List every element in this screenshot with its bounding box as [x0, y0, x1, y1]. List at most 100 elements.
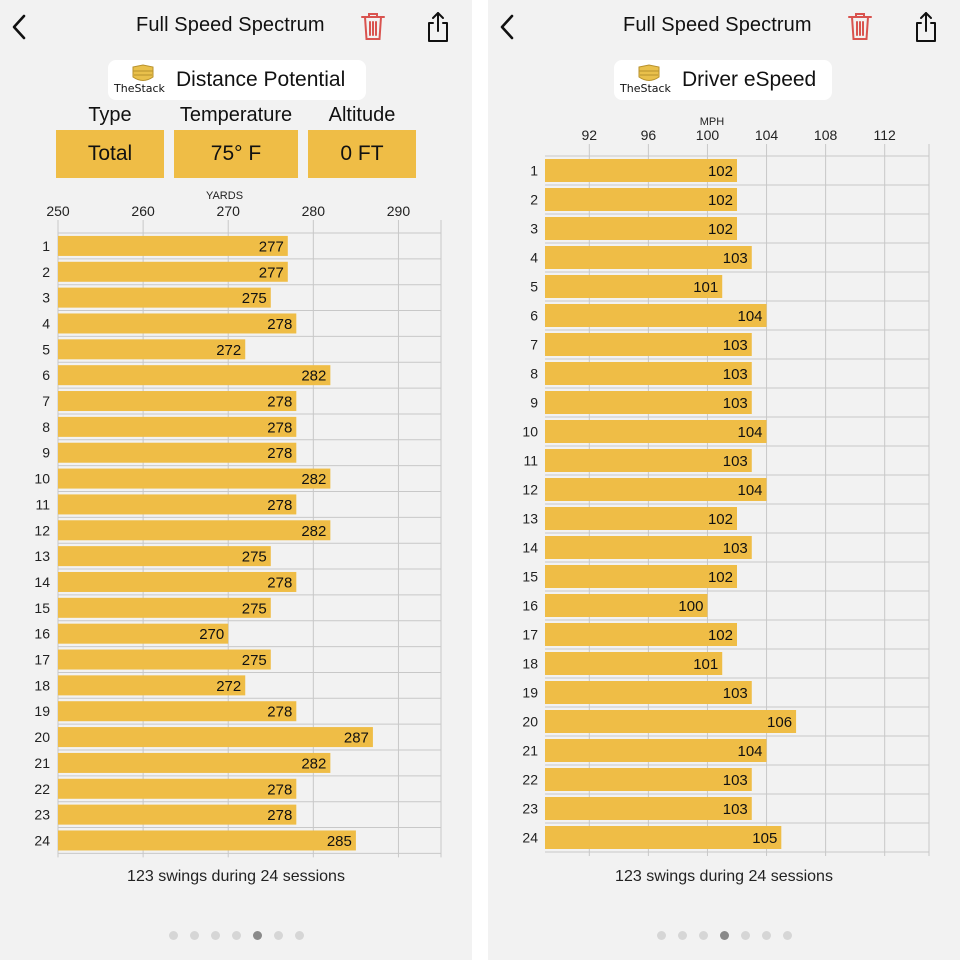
trash-icon[interactable]: [360, 10, 386, 42]
page-dot[interactable]: [740, 931, 750, 940]
chevron-left-icon[interactable]: [8, 10, 30, 44]
page-dot[interactable]: [782, 931, 792, 940]
chart-header: TheStack Distance Potential: [108, 60, 366, 100]
nav-header: Full Speed Spectrum: [0, 0, 472, 56]
category-label: 11: [35, 496, 50, 512]
driver-espeed-screen: Full Speed Spectrum: [488, 0, 960, 960]
page-dot[interactable]: [719, 931, 729, 940]
page-dot[interactable]: [294, 931, 304, 940]
data-label: 282: [301, 368, 326, 385]
distance-bar-chart: YARDS 250 260 270 280 290 1 277 2 277 3 275 4 278 5 272…: [34, 190, 442, 858]
bar: [58, 752, 331, 773]
bar: [58, 261, 288, 282]
data-label: 272: [216, 342, 241, 359]
bar: [58, 468, 331, 489]
x-tick-label: 250: [46, 203, 70, 219]
category-label: 3: [42, 290, 50, 306]
bar: [58, 235, 288, 256]
category-label: 15: [34, 600, 50, 616]
thestack-logo: TheStack: [114, 62, 174, 98]
bar: [545, 304, 767, 327]
category-label: 22: [522, 772, 538, 788]
bar: [58, 365, 331, 386]
page-dot[interactable]: [761, 931, 771, 940]
bar: [545, 565, 737, 588]
bar: [545, 739, 767, 762]
share-icon[interactable]: [913, 10, 939, 44]
data-label: 101: [693, 279, 718, 296]
share-icon[interactable]: [425, 10, 451, 44]
category-label: 16: [522, 598, 538, 614]
trash-icon[interactable]: [847, 10, 873, 42]
category-label: 24: [522, 830, 538, 846]
page-dot[interactable]: [168, 931, 178, 940]
category-label: 8: [42, 419, 50, 435]
nav-title: Full Speed Spectrum: [136, 14, 325, 36]
category-label: 1: [530, 163, 538, 179]
data-label: 278: [267, 574, 292, 591]
x-tick-label: 100: [696, 127, 720, 143]
data-label: 102: [708, 627, 733, 644]
chevron-left-icon[interactable]: [496, 10, 518, 44]
data-label: 102: [708, 163, 733, 180]
bar: [58, 727, 373, 748]
param-label-altitude: Altitude: [328, 104, 396, 126]
bar: [58, 313, 297, 334]
page-dot[interactable]: [189, 931, 199, 940]
x-tick-label: 290: [387, 203, 411, 219]
bar: [545, 188, 737, 211]
bar: [58, 442, 297, 463]
bar: [58, 416, 297, 437]
page-dot[interactable]: [210, 931, 220, 940]
category-label: 18: [34, 677, 50, 693]
data-label: 287: [344, 730, 369, 747]
data-label: 103: [723, 395, 748, 412]
page-dot[interactable]: [231, 931, 241, 940]
bar: [58, 649, 271, 670]
category-label: 13: [34, 548, 50, 564]
bar: [545, 275, 723, 298]
bar: [58, 778, 297, 799]
data-label: 103: [723, 685, 748, 702]
temperature-selector-button[interactable]: 75° F: [174, 130, 298, 178]
category-label: 19: [522, 685, 538, 701]
type-selector-button[interactable]: Total: [56, 130, 164, 178]
category-label: 13: [522, 511, 538, 527]
logo-text: TheStack: [114, 82, 165, 95]
bar: [545, 681, 752, 704]
bar: [545, 594, 708, 617]
page-dot[interactable]: [252, 931, 262, 940]
category-label: 5: [530, 279, 538, 295]
data-label: 103: [723, 337, 748, 354]
category-label: 7: [530, 337, 538, 353]
category-label: 15: [522, 569, 538, 585]
data-label: 278: [267, 807, 292, 824]
page-dot[interactable]: [656, 931, 666, 940]
page-dot[interactable]: [677, 931, 687, 940]
data-label: 275: [242, 549, 267, 566]
bar: [545, 797, 752, 820]
data-label: 277: [259, 264, 284, 281]
x-tick-label: 92: [582, 127, 598, 143]
data-label: 282: [301, 755, 326, 772]
category-label: 11: [523, 453, 538, 469]
category-label: 10: [34, 471, 50, 487]
param-label-temperature: Temperature: [179, 104, 293, 126]
data-label: 105: [752, 830, 777, 847]
distance-potential-screen: Full Speed Spectrum: [0, 0, 472, 960]
altitude-selector-button[interactable]: 0 FT: [308, 130, 416, 178]
page-dot[interactable]: [698, 931, 708, 940]
bar: [545, 507, 737, 530]
category-label: 18: [522, 656, 538, 672]
page-indicator: [488, 931, 960, 943]
data-label: 278: [267, 781, 292, 798]
category-label: 6: [530, 308, 538, 324]
category-label: 24: [34, 832, 50, 848]
chart-title: Driver eSpeed: [682, 68, 817, 91]
bar: [58, 546, 271, 567]
nav-title: Full Speed Spectrum: [623, 14, 812, 36]
page-dot[interactable]: [273, 931, 283, 940]
category-label: 23: [522, 801, 538, 817]
data-label: 103: [723, 540, 748, 557]
